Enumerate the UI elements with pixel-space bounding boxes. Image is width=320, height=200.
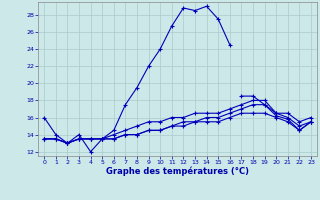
X-axis label: Graphe des températures (°C): Graphe des températures (°C) xyxy=(106,167,249,176)
